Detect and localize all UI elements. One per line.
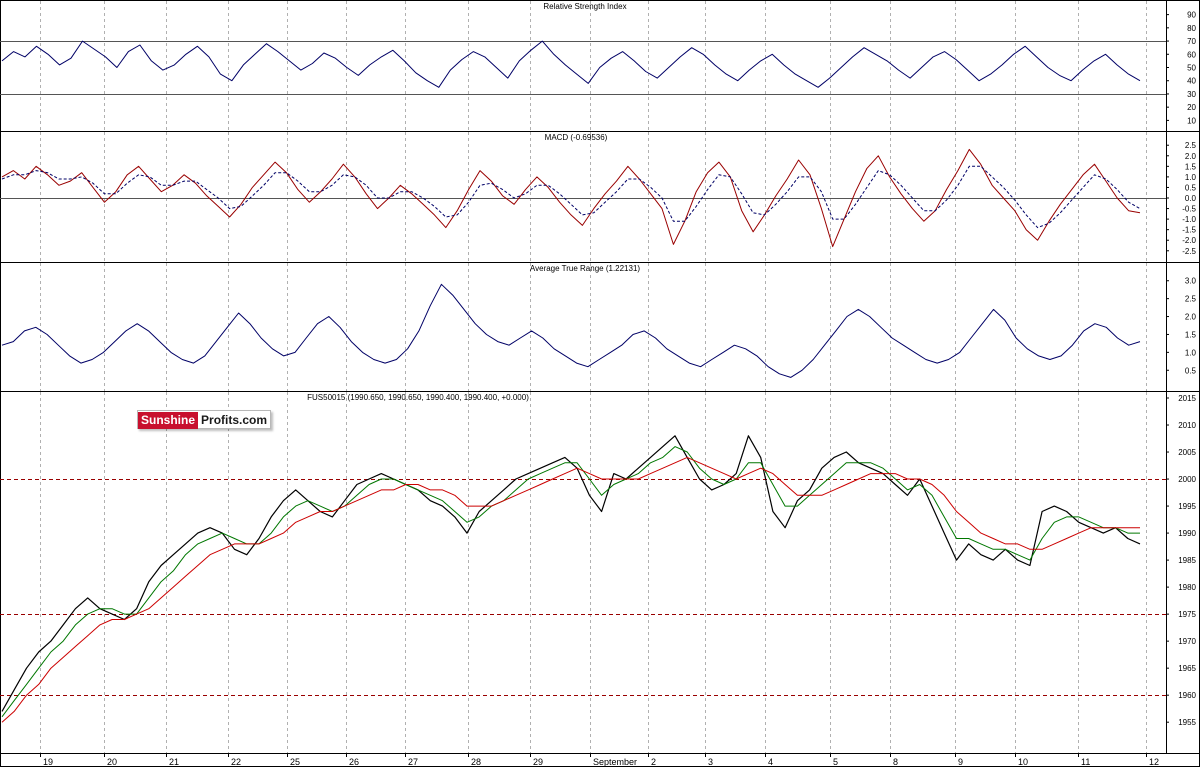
y-tick-label: 1960 [1178,691,1196,700]
x-tick-label: 20 [107,757,117,767]
y-tick-label: 1980 [1178,583,1196,592]
y-tick-label: 2.5 [1185,295,1197,304]
x-tick-label: 5 [833,757,838,767]
x-tick-label: 19 [43,757,53,767]
chart-panel-4: 2015 2010 2005 2000 1995 1990 1985 1980 1975 1970… [0,392,1200,754]
y-tick-label: 2010 [1178,421,1196,430]
y-tick-label: 0.0 [1185,194,1197,203]
y-tick-label: -2.0 [1182,236,1196,245]
slow-ma-series [1,456,1140,723]
x-tick-label: 12 [1149,757,1159,767]
x-tick-label: September [593,757,637,767]
x-tick-label: 9 [958,757,963,767]
x-tick-label: 28 [471,757,481,767]
x-axis: 19 20 21 22 25 26 27 28 29 September 2 3 4 5 8 9 10 11 12 [40,753,1159,767]
signal-series [1,165,1141,229]
panel-title: Average True Range (1.22131) [530,264,640,273]
chart-panel-3: 3.0 2.5 2.0 1.5 1.0 0.5 Average True Range (1.… [0,263,1200,392]
y-tick-label: 10 [1187,116,1196,125]
y-tick-label: 0.5 [1185,366,1197,375]
x-tick-label: 4 [768,757,773,767]
y-tick-label: 1.5 [1185,162,1197,171]
y-tick-label: 2000 [1178,475,1196,484]
x-tick-label: 25 [290,757,300,767]
y-tick-label: 2.0 [1185,152,1197,161]
panel-title: MACD (-0.69536) [545,133,608,142]
y-tick-label: -1.0 [1182,215,1196,224]
panel-title: Relative Strength Index [543,2,626,11]
y-tick-label: -1.5 [1182,226,1196,235]
y-tick-label: 2005 [1178,448,1196,457]
y-tick-label: 3.0 [1185,277,1197,286]
logo-part-sunshine: Sunshine [138,412,199,429]
x-tick-label: 22 [231,757,241,767]
chart-panel-2: 2.5 2.01.5 1.00.5 0.0 -0.5-1.0 -1.5-2.0 -2.5 MA… [0,132,1200,263]
y-tick-label: 1990 [1178,529,1196,538]
y-tick-label: 50 [1187,64,1196,73]
y-tick-label: 1985 [1178,556,1196,565]
y-tick-label: 2.5 [1185,141,1197,150]
y-tick-label: -2.5 [1182,247,1196,256]
y-tick-label: 30 [1187,90,1196,99]
y-tick-label: 0.5 [1185,183,1197,192]
x-tick-label: 29 [533,757,543,767]
atr-series [1,283,1141,378]
y-tick-label: 80 [1187,24,1196,33]
x-tick-label: 11 [1081,757,1090,767]
x-tick-label: 8 [893,757,898,767]
x-tick-label: 2 [651,757,656,767]
y-tick-label: 1965 [1178,664,1196,673]
y-tick-label: -0.5 [1182,205,1196,214]
y-tick-label: 1970 [1178,637,1196,646]
y-tick-label: 1975 [1178,610,1196,619]
y-tick-label: 90 [1187,11,1196,20]
panel-title: FUS50015 (1990.650, 1990.650, 1990.400, … [307,393,529,402]
x-tick-label: 10 [1018,757,1028,767]
y-tick-label: 1.0 [1185,348,1197,357]
rsi-series [1,40,1141,88]
y-tick-label: 1995 [1178,502,1196,511]
y-tick-label: 1.5 [1185,330,1197,339]
x-tick-label: 27 [408,757,418,767]
x-tick-label: 26 [349,757,359,767]
y-tick-label: 20 [1187,103,1196,112]
x-tick-label: 21 [169,757,179,767]
y-tick-label: 1.0 [1185,173,1197,182]
logo-part-profits: Profits.com [201,413,268,427]
y-tick-label: 1955 [1178,718,1196,727]
y-tick-label: 2015 [1178,394,1196,403]
y-tick-label: 40 [1187,77,1196,86]
brand-logo: Sunshine Profits.com [137,410,271,429]
chart-panel-1: 90 80 70 60 50 40 30 20 10 Relative Strength Inde… [0,1,1200,132]
y-tick-label: 2.0 [1185,313,1197,322]
price-series [1,435,1141,712]
x-tick-label: 3 [708,757,713,767]
macd-series [1,148,1141,248]
y-tick-label: 70 [1187,37,1196,46]
y-tick-label: 60 [1187,50,1196,59]
fast-ma-series [1,446,1140,718]
